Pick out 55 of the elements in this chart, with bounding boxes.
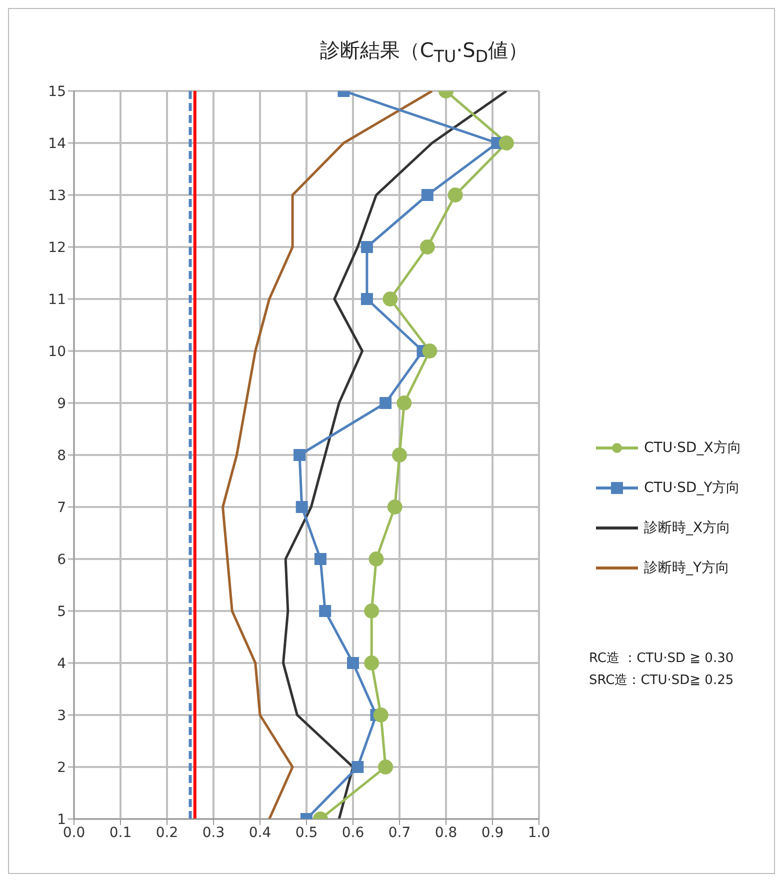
y-tick-label: 12 [48,240,66,256]
line-series [222,91,434,819]
y-tick-label: 3 [57,708,66,724]
point [396,396,412,410]
y-tick-label: 10 [48,344,66,360]
y-tick-label: 13 [48,188,66,204]
point [352,761,364,773]
point [382,292,398,306]
point [421,189,434,201]
x-tick-label: 0.3 [202,824,225,841]
y-tick-label: 5 [57,604,66,620]
y-tick-label: 15 [48,84,66,100]
point [360,293,373,305]
point [420,240,435,254]
x-tick-label: 1.0 [528,824,550,841]
point [364,656,380,670]
point [422,344,438,358]
point [319,605,332,617]
point [448,188,463,202]
legend-label: CTU·SD_Y方向 [644,479,740,497]
y-tick-label: 4 [57,656,66,672]
point [364,604,380,618]
x-tick-label: 0.4 [248,824,272,841]
x-tick-label: 0.9 [481,824,504,841]
legend-label: CTU·SD_X方向 [644,439,742,457]
y-tick-label: 9 [57,396,66,412]
y-tick-label: 11 [48,292,66,308]
chart-title: 診断結果（C$_{TU}$·S$_{D}$値） [318,37,530,66]
text: SRC造：CTU·SD≧ 0.25 [589,672,735,689]
y-tick-label: 14 [48,136,66,152]
x-tick-label: 0.6 [342,824,364,841]
y-tick-label: 8 [57,448,66,464]
point [296,501,308,513]
point [392,448,407,462]
legend-label: 診断時_Y方向 [644,559,730,577]
point [498,136,514,150]
point [368,552,384,566]
y-tick-label: 6 [57,552,66,568]
point [360,241,373,253]
x-tick-label: 0.7 [388,824,411,841]
legend-label: 診断時_X方向 [644,519,731,537]
point [378,760,394,774]
y-tick-label: 2 [57,760,66,776]
x-tick-label: 0.2 [156,824,178,841]
point [373,708,388,722]
point [387,500,402,514]
y-tick-label: 7 [57,500,66,516]
point [380,397,392,409]
text: RC造 ：CTU·SD ≧ 0.30 [589,650,735,667]
point [294,449,306,461]
x-tick-label: 0.1 [109,824,132,841]
x-tick-label: 0.5 [295,824,318,841]
point [314,553,326,565]
x-tick-label: 0.8 [434,824,458,841]
point [347,657,359,669]
